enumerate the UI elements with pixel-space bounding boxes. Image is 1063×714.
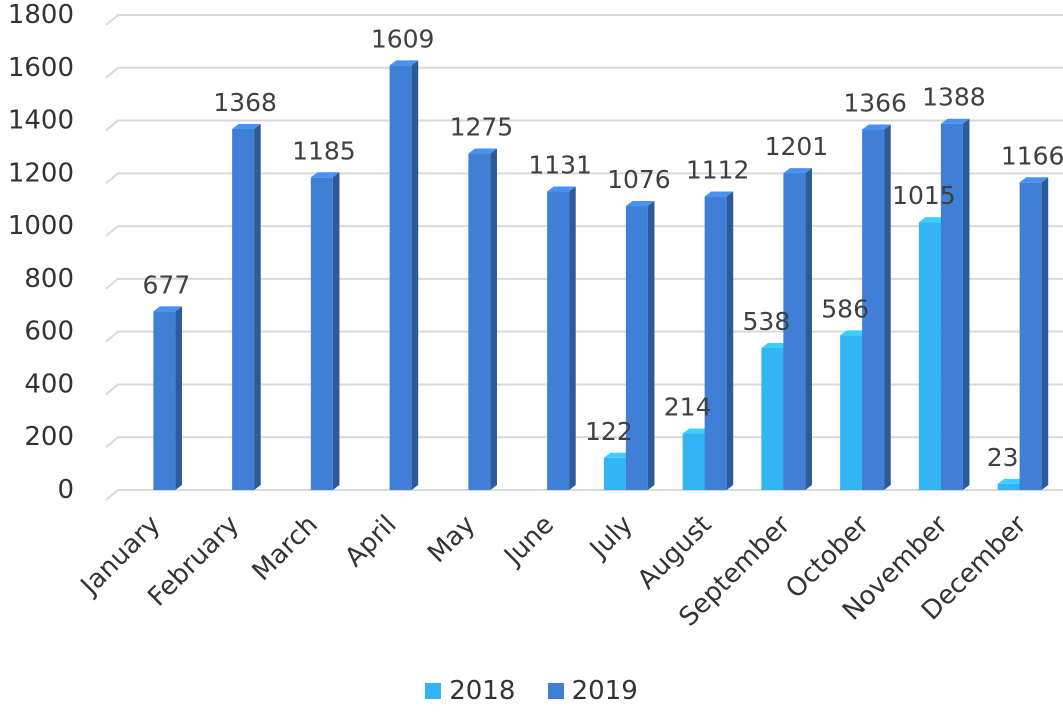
data-label-2018-october: 586 bbox=[821, 294, 869, 323]
data-label-2019-november: 1388 bbox=[922, 83, 986, 112]
data-label-2019-march: 1185 bbox=[292, 136, 356, 165]
data-label-2019-april: 1609 bbox=[371, 24, 435, 53]
gridline-1800 bbox=[105, 14, 1063, 26]
gridline-400 bbox=[105, 383, 1063, 396]
data-label-2019-august: 1112 bbox=[686, 156, 750, 185]
bar-2019-january bbox=[153, 306, 182, 490]
bar-2019-november bbox=[940, 118, 970, 490]
bar-2019-february bbox=[232, 124, 261, 490]
legend-label-2018: 2018 bbox=[449, 676, 516, 706]
bar-2019-march bbox=[310, 172, 340, 490]
y-tick-label: 400 bbox=[24, 369, 74, 399]
y-tick-label: 200 bbox=[24, 422, 74, 452]
y-tick-label: 1000 bbox=[8, 211, 74, 241]
y-tick-label: 1600 bbox=[8, 53, 74, 83]
bar-2019-august bbox=[704, 191, 734, 491]
x-tick-label-may: May bbox=[422, 510, 481, 569]
gridline-800 bbox=[105, 277, 1063, 290]
x-tick-label-june: June bbox=[497, 510, 560, 573]
y-tick-label: 1800 bbox=[8, 0, 74, 30]
y-tick-label: 0 bbox=[57, 475, 74, 505]
data-label-2019-may: 1275 bbox=[450, 113, 514, 142]
bar-2019-june bbox=[547, 186, 576, 490]
data-label-2019-july: 1076 bbox=[607, 165, 671, 194]
gridline-1600 bbox=[105, 66, 1063, 79]
gridline-0 bbox=[105, 489, 1063, 501]
gridlines bbox=[105, 14, 1063, 501]
data-label-2019-february: 1368 bbox=[213, 88, 277, 117]
x-tick-label-april: April bbox=[339, 510, 402, 573]
y-tick-label: 800 bbox=[24, 264, 74, 294]
y-tick-label: 1400 bbox=[8, 106, 74, 136]
y-tick-label: 600 bbox=[24, 317, 74, 347]
bar-2019-december bbox=[1019, 177, 1049, 491]
gridline-1200 bbox=[105, 172, 1063, 185]
data-label-2019-september: 1201 bbox=[765, 132, 829, 161]
gridline-1400 bbox=[105, 119, 1063, 132]
data-label-2019-january: 677 bbox=[143, 270, 191, 299]
x-tick-label-july: July bbox=[583, 510, 639, 566]
bar-2019-september bbox=[783, 168, 812, 490]
x-tick-label-march: March bbox=[247, 510, 324, 587]
legend-label-2019: 2019 bbox=[571, 676, 638, 706]
legend-swatch-2019 bbox=[547, 683, 564, 699]
legend-item-2019: 2019 bbox=[547, 676, 638, 706]
bar-2019-may bbox=[468, 148, 497, 490]
bar-2019-july bbox=[625, 201, 655, 491]
y-tick-label: 1200 bbox=[8, 158, 74, 188]
legend-swatch-2018 bbox=[425, 683, 442, 699]
legend-item-2018: 2018 bbox=[425, 676, 515, 706]
data-label-2019-october: 1366 bbox=[843, 89, 907, 118]
data-label-2018-september: 538 bbox=[743, 307, 791, 336]
data-label-2018-july: 122 bbox=[585, 417, 633, 446]
legend: 2018 2019 bbox=[0, 676, 1063, 706]
bar-2019-october bbox=[862, 124, 891, 491]
gridline-200 bbox=[105, 436, 1063, 448]
data-label-2018-december: 23 bbox=[987, 443, 1019, 472]
data-label-2019-june: 1131 bbox=[528, 151, 592, 180]
gridline-1000 bbox=[105, 225, 1063, 237]
data-label-2019-december: 1166 bbox=[1001, 141, 1063, 170]
gridline-600 bbox=[105, 330, 1063, 343]
y-axis-ticks: 0 200 400 600 800 1000 1200 1400 1600 1800 bbox=[8, 0, 74, 505]
bar-2019-april bbox=[389, 60, 419, 491]
data-label-2018-august: 214 bbox=[664, 393, 712, 422]
data-labels: 677 1368 1185 1609 1275 1131 122 1076 214 1112 538… bbox=[143, 24, 1063, 472]
data-label-2018-november: 1015 bbox=[892, 181, 956, 210]
bars bbox=[153, 60, 1049, 491]
